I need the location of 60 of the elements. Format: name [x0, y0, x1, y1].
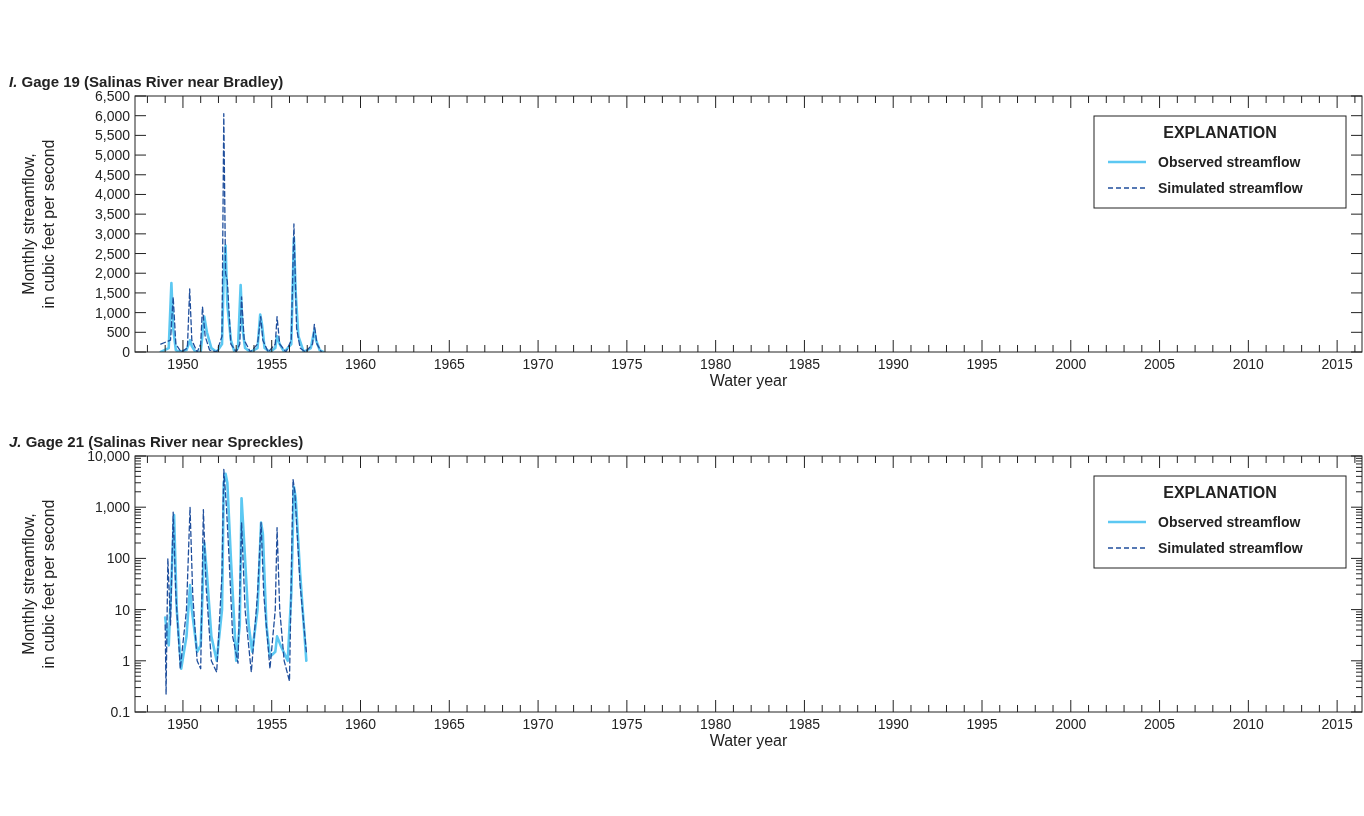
y-axis-title: Monthly streamflow, in cubic feet per second — [20, 499, 57, 669]
y-tick-label: 6,500 — [94, 88, 131, 104]
x-tick-label: 1970 — [522, 716, 554, 732]
y-tick-label: 2,500 — [94, 245, 131, 262]
x-tick-label: 1960 — [344, 716, 377, 732]
y-tick-label: 1 — [122, 652, 131, 669]
y-tick-label: 0.1 — [110, 704, 131, 720]
y-tick-label: 10 — [114, 601, 131, 618]
y-tick-label: 4,500 — [94, 166, 131, 183]
x-tick-label: 1960 — [344, 356, 377, 372]
x-tick-label: 1985 — [788, 356, 821, 372]
y-tick-label: 5,000 — [94, 147, 131, 164]
x-tick-label: 2010 — [1232, 356, 1265, 372]
line-series — [160, 113, 323, 352]
x-tick-label: 1955 — [256, 356, 288, 372]
y-tick-label: 3,500 — [94, 206, 131, 223]
x-axis-title: Water year — [709, 732, 788, 749]
x-tick-label: 1950 — [167, 356, 199, 372]
x-tick-label: 1980 — [700, 356, 732, 372]
x-tick-label: 1965 — [433, 356, 466, 372]
legend-label: Observed streamflow — [1158, 514, 1301, 530]
y-tick-label: 1,000 — [94, 304, 131, 321]
y-tick-label: 5,500 — [94, 127, 131, 144]
x-tick-label: 1975 — [611, 716, 643, 732]
x-tick-label: 2000 — [1055, 356, 1087, 372]
x-tick-label: 1980 — [700, 716, 732, 732]
x-tick-label: 1990 — [877, 716, 909, 732]
y-tick-label: 4,000 — [94, 186, 131, 203]
x-tick-label: 1995 — [966, 716, 998, 732]
y-tick-label: 1,500 — [94, 284, 131, 301]
x-tick-label: 2000 — [1055, 716, 1087, 732]
y-tick-label: 3,000 — [94, 225, 131, 242]
legend-title: EXPLANATION — [1163, 484, 1277, 501]
y-tick-label: 1,000 — [94, 499, 131, 516]
y-axis-title: Monthly streamflow, in cubic feet per second — [20, 139, 57, 309]
x-tick-label: 1955 — [256, 716, 288, 732]
x-tick-label: 2005 — [1143, 356, 1176, 372]
x-axis-title: Water year — [709, 372, 788, 389]
legend-title: EXPLANATION — [1163, 124, 1277, 141]
x-tick-label: 1975 — [611, 356, 643, 372]
legend-label: Simulated streamflow — [1158, 540, 1303, 556]
x-tick-label: 1950 — [167, 716, 199, 732]
chart-title: J. Gage 21 (Salinas River near Spreckles) — [9, 433, 304, 450]
y-tick-label: 100 — [106, 550, 131, 567]
x-tick-label: 1970 — [522, 356, 554, 372]
x-tick-label: 2015 — [1321, 716, 1353, 732]
y-tick-label: 500 — [106, 324, 131, 341]
x-tick-label: 2005 — [1143, 716, 1176, 732]
legend-label: Observed streamflow — [1158, 154, 1301, 170]
x-tick-label: 1995 — [966, 356, 998, 372]
x-tick-label: 1990 — [877, 356, 909, 372]
x-tick-label: 2010 — [1232, 716, 1265, 732]
x-tick-label: 1985 — [788, 716, 821, 732]
chart-title: I. Gage 19 (Salinas River near Bradley) — [9, 73, 284, 90]
legend-label: Simulated streamflow — [1158, 180, 1303, 196]
y-tick-label: 2,000 — [94, 265, 131, 282]
x-tick-label: 2015 — [1321, 356, 1353, 372]
y-tick-label: 6,000 — [94, 107, 131, 124]
x-tick-label: 1965 — [433, 716, 466, 732]
y-tick-label: 0 — [122, 344, 131, 360]
